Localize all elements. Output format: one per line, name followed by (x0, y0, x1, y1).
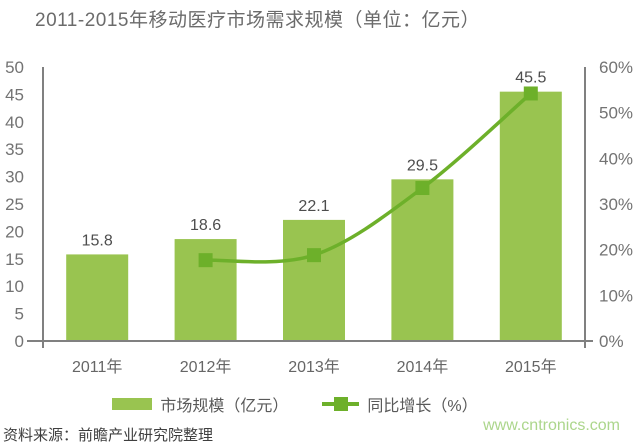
bar-swatch-icon (112, 398, 153, 410)
x-axis-label: 2014年 (397, 358, 449, 376)
bar-value-label: 29.5 (407, 157, 438, 174)
axis-tick-label-left: 15 (5, 250, 24, 269)
x-axis-label: 2012年 (180, 358, 232, 376)
growth-marker (198, 253, 213, 268)
x-axis-label: 2015年 (505, 358, 557, 376)
chart-title: 2011-2015年移动医疗市场需求规模（单位：亿元） (35, 10, 480, 31)
axis-tick-label-left: 50 (5, 58, 24, 77)
axis-tick-label-left: 40 (5, 113, 24, 132)
legend-growth-label: 同比增长（%） (367, 398, 478, 415)
axis-tick-label-left: 45 (5, 85, 24, 104)
line-marker-icon (322, 397, 360, 411)
growth-marker (307, 248, 321, 263)
bar (283, 219, 345, 341)
axis-tick-label-right: 40% (599, 149, 633, 168)
axis-tick-label-left: 20 (5, 222, 24, 241)
axis-tick-label-left: 5 (15, 305, 24, 324)
legend-item-growth: 同比增长（%） (322, 392, 478, 416)
bar (391, 179, 454, 341)
axis-tick-label-right: 10% (599, 286, 633, 305)
bar (66, 254, 129, 341)
bar-value-label: 15.8 (82, 232, 113, 249)
source-note: 资料来源：前瞻产业研究院整理 (3, 427, 214, 444)
growth-line (205, 92, 532, 264)
legend-market-size-label: 市场规模（亿元） (160, 398, 289, 415)
axis-tick-label-left: 25 (5, 195, 24, 214)
chart-svg: 0 5 10 15 20 25 30 35 40 45 50 0% 10% 20% 30% 40% 50% 60%… (5, 58, 633, 376)
bar (499, 91, 562, 341)
legend-item-market-size: 市场规模（亿元） (112, 392, 288, 416)
axis-tick-label-right: 0% (599, 332, 624, 351)
bar-value-label: 45.5 (515, 70, 546, 87)
bar-value-label: 18.6 (190, 217, 221, 234)
growth-marker (523, 86, 538, 101)
axis-tick-label-left: 0 (15, 332, 24, 351)
axis-tick-label-right: 50% (599, 104, 633, 123)
axis-tick-label-right: 20% (599, 241, 633, 260)
axis-tick-label-right: 30% (599, 195, 633, 214)
bar-value-label: 22.1 (298, 198, 329, 215)
axis-tick-label-right: 60% (599, 58, 633, 77)
x-axis-label: 2011年 (72, 358, 122, 376)
axis-tick-label-left: 30 (5, 168, 24, 187)
axis-tick-label-left: 35 (5, 140, 24, 159)
chart-legend: 市场规模（亿元） 同比增长（%） (0, 392, 590, 416)
site-watermark: www.cntronics.com (483, 417, 620, 434)
x-axis-label: 2013年 (288, 358, 340, 376)
axis-tick-label-left: 10 (5, 277, 24, 296)
growth-marker (415, 181, 430, 196)
